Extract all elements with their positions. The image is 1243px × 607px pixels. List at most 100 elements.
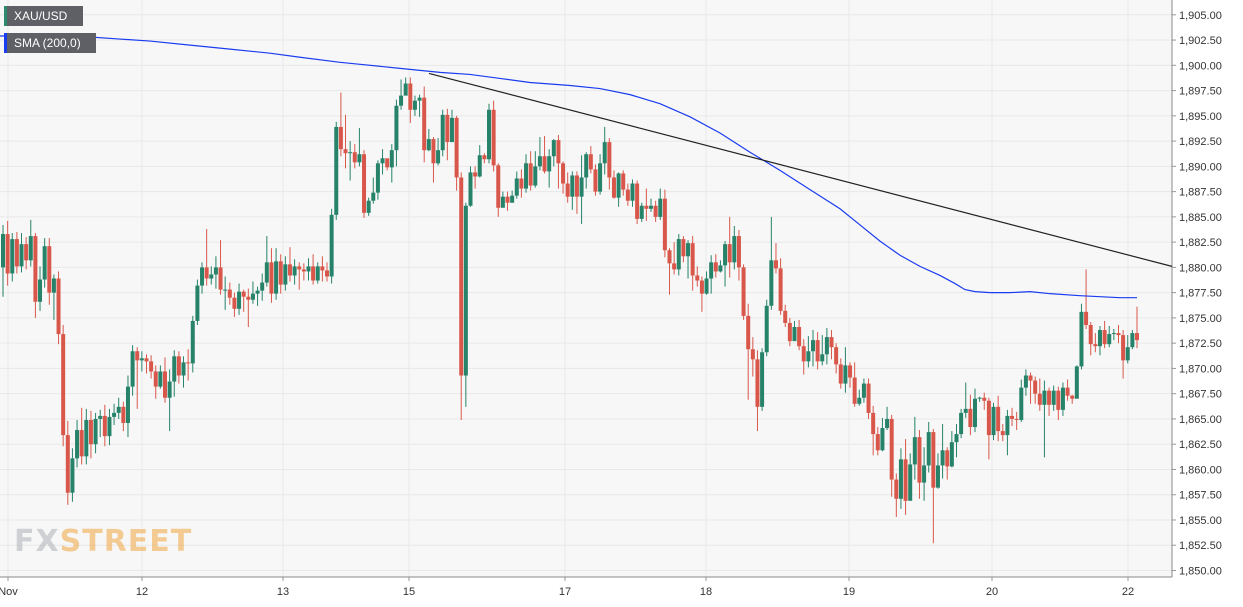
candle-body xyxy=(186,362,191,364)
candle-body xyxy=(93,418,98,445)
candle-body xyxy=(195,285,200,321)
candle-body xyxy=(75,430,80,459)
candle-body xyxy=(616,173,621,198)
candle-body xyxy=(5,234,10,274)
candle-body xyxy=(973,398,977,428)
y-tick-label: 1,875.00 xyxy=(1179,313,1222,325)
candle-body xyxy=(811,340,815,352)
candle-body xyxy=(662,198,667,251)
candle-body xyxy=(403,83,408,96)
candle-body xyxy=(246,296,251,300)
candle-body xyxy=(718,265,723,272)
logo-fx-text: FX xyxy=(14,524,60,559)
candle-body xyxy=(556,140,561,164)
y-tick-label: 1,855.00 xyxy=(1179,515,1222,527)
candle-body xyxy=(348,152,353,154)
y-tick-label: 1,905.00 xyxy=(1179,10,1222,22)
candle-body xyxy=(1056,390,1061,410)
candle-body xyxy=(260,282,265,291)
x-tick-label: Nov xyxy=(0,586,18,598)
y-tick-label: 1,885.00 xyxy=(1179,212,1222,224)
candle-body xyxy=(1107,334,1112,345)
candle-body xyxy=(357,154,362,163)
candle-body xyxy=(1070,395,1075,399)
x-tick-label: 17 xyxy=(559,586,571,598)
candle-body xyxy=(366,200,371,213)
candle-body xyxy=(320,266,325,271)
candle-body xyxy=(38,279,43,302)
candle-body xyxy=(579,177,584,197)
y-tick-label: 1,852.50 xyxy=(1179,540,1222,552)
legend-price-label[interactable]: XAU/USD xyxy=(4,6,83,26)
y-tick-label: 1,862.50 xyxy=(1179,439,1222,451)
candle-body xyxy=(399,95,404,106)
candle-body xyxy=(574,175,579,197)
candle-body xyxy=(773,260,778,269)
candle-body xyxy=(1042,390,1047,405)
candle-body xyxy=(982,397,987,401)
candle-body xyxy=(709,262,714,279)
y-tick-label: 1,895.00 xyxy=(1179,111,1222,123)
candle-body xyxy=(158,371,163,387)
candle-body xyxy=(306,266,311,272)
candle-body xyxy=(533,166,538,186)
candle-body xyxy=(1116,333,1121,336)
candle-body xyxy=(723,244,728,266)
candle-body xyxy=(292,266,297,276)
candle-body xyxy=(163,371,167,398)
y-tick-label: 1,890.00 xyxy=(1179,161,1222,173)
candle-body xyxy=(505,196,510,203)
candle-body xyxy=(116,406,121,413)
candle-body xyxy=(676,239,681,270)
candle-body xyxy=(519,178,524,189)
candle-body xyxy=(130,351,135,387)
candle-body xyxy=(935,465,940,488)
plot-area xyxy=(0,0,1172,577)
candle-body xyxy=(149,361,154,372)
candle-body xyxy=(473,172,478,177)
candle-body xyxy=(686,243,691,257)
candle-body xyxy=(79,430,84,457)
candle-body xyxy=(667,250,672,264)
candle-body xyxy=(496,165,501,208)
candle-body xyxy=(746,315,751,350)
candle-body xyxy=(727,244,732,263)
candle-body xyxy=(1135,333,1139,341)
candle-body xyxy=(848,365,853,378)
candle-body xyxy=(227,289,232,298)
candle-body xyxy=(445,114,450,143)
candle-body xyxy=(1074,366,1079,399)
candle-body xyxy=(375,163,380,193)
candle-body xyxy=(1047,390,1052,405)
candle-body xyxy=(602,142,607,164)
candle-body xyxy=(449,117,454,143)
candle-body xyxy=(463,205,468,376)
candle-body xyxy=(436,150,441,164)
candle-body xyxy=(829,337,834,348)
candle-body xyxy=(412,100,417,110)
candle-body xyxy=(1014,418,1019,420)
candle-body xyxy=(861,383,866,398)
candle-body xyxy=(135,351,140,361)
candle-body xyxy=(658,198,663,217)
candle-body xyxy=(70,458,75,493)
candle-body xyxy=(250,293,255,300)
candle-body xyxy=(635,183,640,219)
candle-body xyxy=(764,305,769,353)
candle-body xyxy=(28,236,33,261)
candle-body xyxy=(417,97,422,101)
candle-body xyxy=(223,289,228,291)
candle-body xyxy=(959,412,964,435)
candle-body xyxy=(885,418,890,429)
candle-body xyxy=(625,189,630,201)
legend-price-swatch xyxy=(4,6,7,26)
candle-body xyxy=(232,297,237,309)
candle-body xyxy=(695,275,700,281)
candle-body xyxy=(176,356,181,376)
y-tick-label: 1,860.00 xyxy=(1179,464,1222,476)
legend-sma-label[interactable]: SMA (200,0) xyxy=(4,33,96,53)
logo-street-text: STREET xyxy=(59,524,193,559)
candle-body xyxy=(1079,311,1084,367)
candle-body xyxy=(42,246,47,280)
candle-body xyxy=(51,278,56,293)
